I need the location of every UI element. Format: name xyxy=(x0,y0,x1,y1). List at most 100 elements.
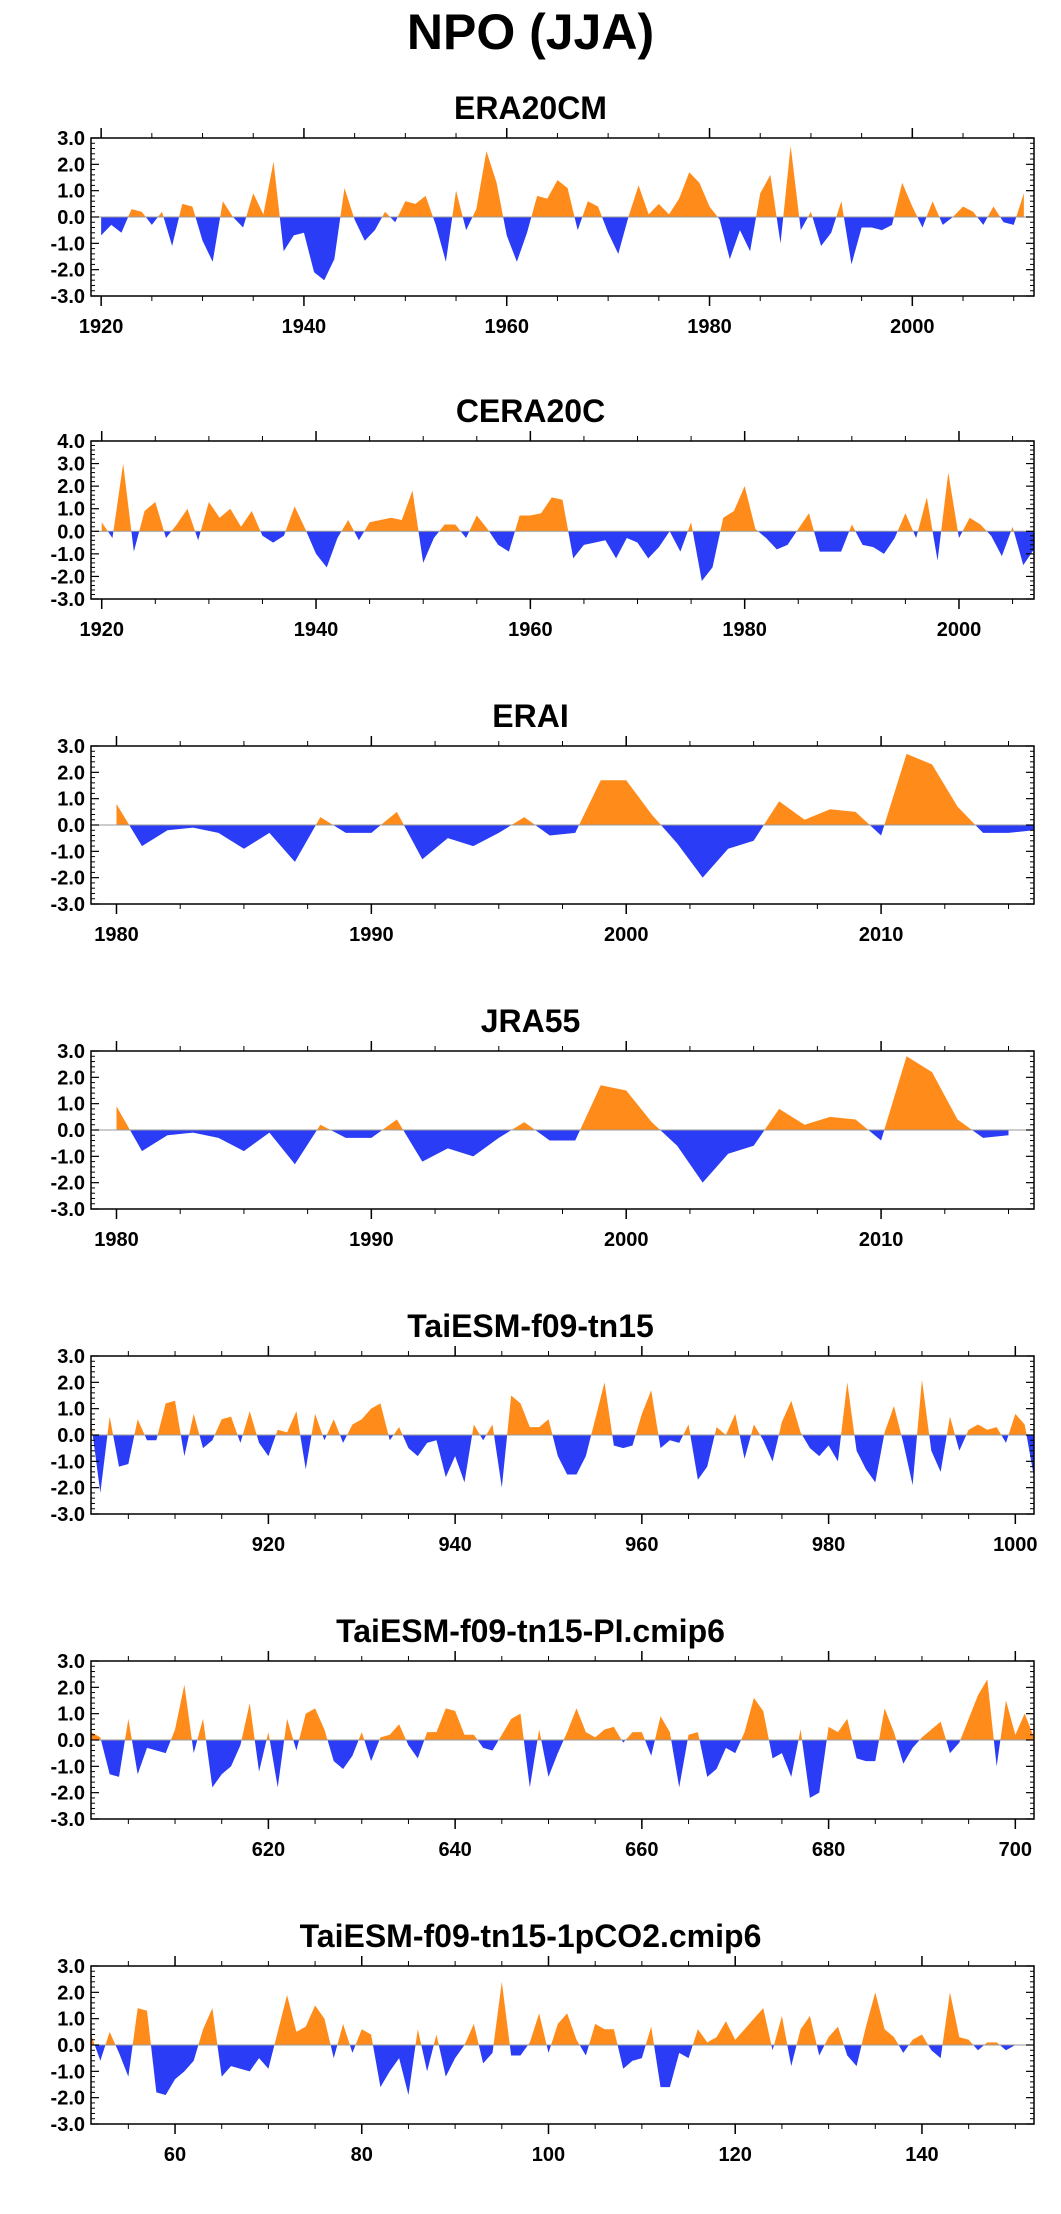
chart-panel-7: TaiESM-f09-tn15-1pCO2.cmip6 3.0 2.0 1.0 0.0 -… xyxy=(0,1918,1061,2208)
positive-area xyxy=(116,1056,1009,1130)
x-tick-label: 100 xyxy=(532,2144,565,2166)
chart-svg: 3.0 2.0 1.0 0.0 -1.0 -2.0 -3.0 1980 1990 2000 2010 xyxy=(51,736,1035,946)
chart-panel-1: ERA20CM 3.0 2.0 1.0 0.0 -1.0 -2.0 -3.0 1920 1940 1… xyxy=(0,90,1061,380)
chart-svg: 3.0 2.0 1.0 0.0 -1.0 -2.0 -3.0 1980 1990 2000 2010 xyxy=(51,1041,1035,1251)
x-tick-label: 80 xyxy=(351,2144,373,2166)
x-tick-label: 60 xyxy=(164,2144,186,2166)
y-tick-label: 3.0 xyxy=(57,1651,85,1673)
x-tick-label: 1980 xyxy=(722,619,767,641)
y-tick-label: 3.0 xyxy=(57,736,85,758)
y-tick-label: -2.0 xyxy=(51,1173,85,1195)
y-tick-label: 3.0 xyxy=(57,128,85,150)
chart-svg: 4.03.02.01.00.0-1.0-2.0-3.0 1920 1940 1960 1… xyxy=(51,431,1035,641)
positive-area xyxy=(101,463,1034,532)
x-tick-label: 680 xyxy=(812,1839,845,1861)
y-tick-label: 3.0 xyxy=(57,1346,85,1368)
figure-title: NPO (JJA) xyxy=(406,4,655,60)
y-tick-label: -1.0 xyxy=(51,841,85,863)
x-tick-label: 2000 xyxy=(604,924,649,946)
negative-area xyxy=(101,217,1024,281)
y-tick-label: -3.0 xyxy=(51,2114,85,2136)
y-tick-label: 1.0 xyxy=(57,2009,85,2031)
x-tick-label: 2000 xyxy=(890,316,935,338)
x-tick-label: 1980 xyxy=(94,924,139,946)
y-tick-label: -2.0 xyxy=(51,1783,85,1805)
x-tick-label: 2000 xyxy=(937,619,982,641)
x-tick-label: 660 xyxy=(625,1839,658,1861)
chart-title: ERAI xyxy=(492,698,569,734)
chart-svg: 3.0 2.0 1.0 0.0 -1.0 -2.0 -3.0 620 640 660 680 700 xyxy=(51,1651,1035,1861)
positive-area xyxy=(101,145,1024,217)
y-tick-label: -2.0 xyxy=(51,1478,85,1500)
y-tick-label: 2.0 xyxy=(57,762,85,784)
y-tick-label: 1.0 xyxy=(57,1399,85,1421)
x-tick-label: 940 xyxy=(438,1534,471,1556)
chart-title: CERA20C xyxy=(455,393,606,429)
y-tick-label: 3.0 xyxy=(57,1956,85,1978)
x-tick-label: 2010 xyxy=(859,1229,904,1251)
y-tick-label: -3.0 xyxy=(51,286,85,308)
y-tick-label: 1.0 xyxy=(57,1704,85,1726)
x-tick-label: 960 xyxy=(625,1534,658,1556)
x-tick-label: 640 xyxy=(438,1839,471,1861)
y-tick-label: 3.0 xyxy=(57,1041,85,1063)
x-tick-label: 2010 xyxy=(859,924,904,946)
negative-area xyxy=(91,1740,1034,1798)
y-tick-label: 2.0 xyxy=(57,1067,85,1089)
x-tick-label: 620 xyxy=(252,1839,285,1861)
y-tick-label: -2.0 xyxy=(51,566,85,588)
y-tick-label: -1.0 xyxy=(51,2061,85,2083)
y-tick-label: 1.0 xyxy=(57,1094,85,1116)
x-tick-label: 1990 xyxy=(349,924,394,946)
x-tick-label: 1960 xyxy=(484,316,529,338)
y-tick-label: 2.0 xyxy=(57,154,85,176)
chart-title: TaiESM-f09-tn15-1pCO2.cmip6 xyxy=(299,1918,762,1954)
y-tick-label: -2.0 xyxy=(51,260,85,282)
x-tick-label: 1960 xyxy=(508,619,553,641)
x-tick-label: 140 xyxy=(905,2144,938,2166)
x-tick-label: 1920 xyxy=(79,619,124,641)
negative-area xyxy=(116,1130,1009,1183)
chart-title: TaiESM-f09-tn15 xyxy=(407,1308,654,1344)
positive-area xyxy=(116,753,1034,825)
y-tick-label: 2.0 xyxy=(57,1372,85,1394)
chart-svg: 3.0 2.0 1.0 0.0 -1.0 -2.0 -3.0 1920 1940 1960 1980… xyxy=(51,128,1035,338)
chart-title: ERA20CM xyxy=(454,90,607,126)
y-tick-label: 0.0 xyxy=(57,815,85,837)
y-tick-label: -2.0 xyxy=(51,2088,85,2110)
y-tick-label: 0.0 xyxy=(57,1425,85,1447)
chart-panel-4: JRA55 3.0 2.0 1.0 0.0 -1.0 -2.0 -3.0 1980 1990 200… xyxy=(0,1003,1061,1293)
y-tick-label: 1.0 xyxy=(57,181,85,203)
x-tick-label: 1980 xyxy=(687,316,732,338)
y-tick-label: -1.0 xyxy=(51,233,85,255)
y-tick-label: 0.0 xyxy=(57,2035,85,2057)
chart-title: TaiESM-f09-tn15-PI.cmip6 xyxy=(336,1613,725,1649)
y-tick-label: 0.0 xyxy=(57,521,85,543)
y-tick-label: -3.0 xyxy=(51,1809,85,1831)
y-tick-label: 1.0 xyxy=(57,789,85,811)
chart-panel-5: TaiESM-f09-tn15 3.0 2.0 1.0 0.0 -1.0 -2.0 -3.0 9… xyxy=(0,1308,1061,1598)
y-tick-label: -3.0 xyxy=(51,894,85,916)
positive-area xyxy=(91,1679,1034,1740)
x-tick-label: 1990 xyxy=(349,1229,394,1251)
y-tick-label: -1.0 xyxy=(51,1756,85,1778)
negative-area xyxy=(91,1435,1034,1493)
x-tick-label: 1980 xyxy=(94,1229,139,1251)
y-tick-label: -1.0 xyxy=(51,544,85,566)
x-tick-label: 120 xyxy=(719,2144,752,2166)
chart-panel-6: TaiESM-f09-tn15-PI.cmip6 3.0 2.0 1.0 0.0 -1.0… xyxy=(0,1613,1061,1903)
x-tick-label: 1940 xyxy=(294,619,339,641)
y-tick-label: -3.0 xyxy=(51,1504,85,1526)
x-tick-label: 980 xyxy=(812,1534,845,1556)
positive-area xyxy=(91,1981,1025,2045)
y-tick-label: -1.0 xyxy=(51,1451,85,1473)
y-tick-label: -3.0 xyxy=(51,589,85,611)
chart-svg: 3.0 2.0 1.0 0.0 -1.0 -2.0 -3.0 920 940 960 980 1000 xyxy=(51,1346,1038,1556)
y-tick-label: 4.0 xyxy=(57,431,85,453)
x-tick-label: 1940 xyxy=(282,316,327,338)
x-tick-label: 1000 xyxy=(993,1534,1038,1556)
y-tick-label: 2.0 xyxy=(57,1677,85,1699)
y-tick-label: 0.0 xyxy=(57,207,85,229)
negative-area xyxy=(91,2045,1025,2096)
y-tick-label: 1.0 xyxy=(57,499,85,521)
